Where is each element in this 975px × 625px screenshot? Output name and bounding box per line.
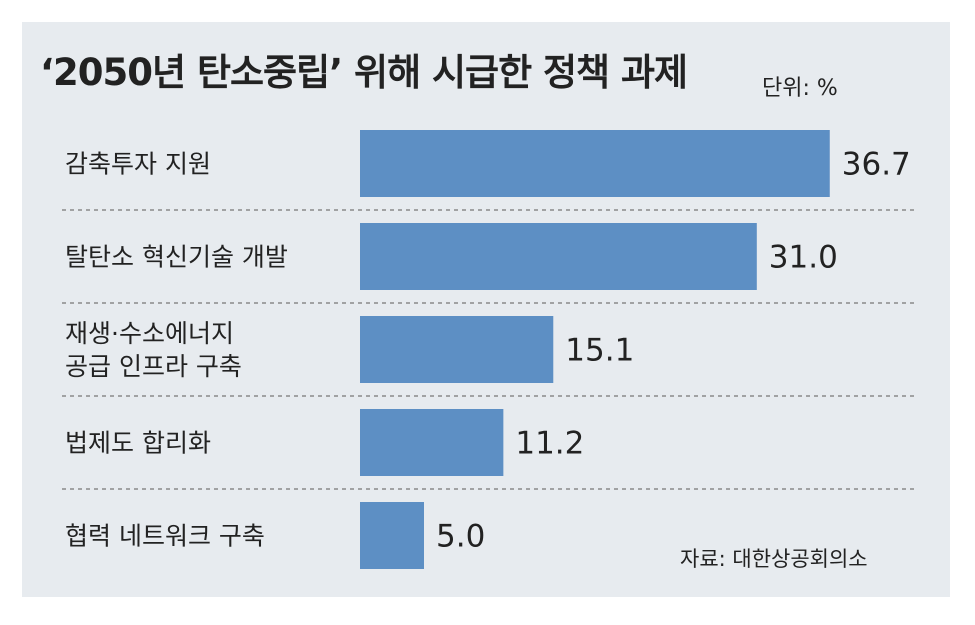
value-label-2: 31.0: [769, 240, 838, 276]
category-label-5: 협력 네트워크 구축: [65, 522, 265, 551]
bar-3: [360, 316, 554, 383]
bar-2: [360, 223, 757, 290]
value-label-3: 15.1: [565, 333, 634, 369]
bar-4: [360, 409, 504, 476]
bar-5: [360, 502, 424, 569]
value-label-4: 11.2: [515, 426, 584, 462]
bar-1: [360, 130, 830, 197]
category-label-1: 감축투자 지원: [65, 150, 211, 179]
unit-label: 단위: %: [762, 76, 838, 101]
category-label-3: 재생·수소에너지 공급 인프라 구축: [65, 319, 242, 381]
chart-title: ‘2050년 탄소중립’ 위해 시급한 정책 과제: [40, 51, 688, 94]
value-label-1: 36.7: [842, 147, 911, 183]
chart-card: [22, 22, 950, 597]
category-label-4: 법제도 합리화: [65, 429, 211, 458]
value-label-5: 5.0: [436, 519, 485, 555]
source-label: 자료: 대한상공회의소: [680, 547, 868, 571]
category-label-2: 탈탄소 혁신기술 개발: [65, 243, 288, 272]
